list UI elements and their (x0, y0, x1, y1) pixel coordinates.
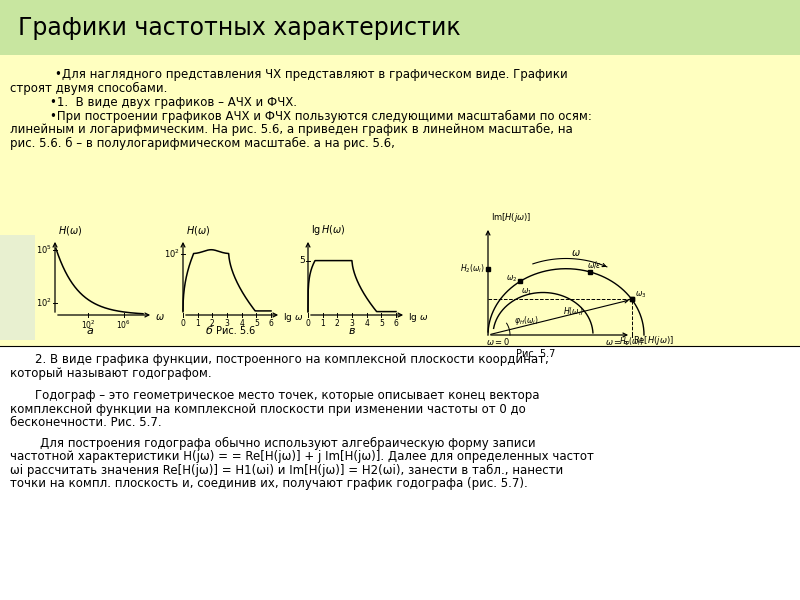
Text: $10^2$: $10^2$ (164, 248, 180, 260)
Text: 3: 3 (350, 319, 354, 328)
Text: $\lg\,\omega$: $\lg\,\omega$ (408, 311, 428, 324)
Text: •1.  В виде двух графиков – АЧХ и ФЧХ.: •1. В виде двух графиков – АЧХ и ФЧХ. (35, 97, 297, 109)
Text: рис. 5.6. б – в полулогарифмическом масштабе. а на рис. 5.6,: рис. 5.6. б – в полулогарифмическом масш… (10, 137, 395, 150)
Text: $H_2(\omega_i)$: $H_2(\omega_i)$ (460, 262, 485, 275)
Text: $\omega=0$: $\omega=0$ (486, 336, 510, 347)
Text: 5: 5 (299, 256, 305, 265)
Text: Рис. 5.6: Рис. 5.6 (216, 326, 255, 336)
Text: $\omega$: $\omega$ (155, 312, 165, 322)
Text: Для построения годографа обычно используют алгебраическую форму записи: Для построения годографа обычно использу… (10, 437, 536, 450)
Text: 0: 0 (181, 319, 186, 328)
Text: •Для наглядного представления ЧХ представляют в графическом виде. Графики: •Для наглядного представления ЧХ предста… (55, 68, 568, 81)
Text: $\omega_3$: $\omega_3$ (635, 289, 646, 300)
Text: б: б (206, 326, 213, 336)
Text: $H(\omega_i)$: $H(\omega_i)$ (563, 305, 584, 318)
Text: Годограф – это геометрическое место точек, которые описывает конец вектора: Годограф – это геометрическое место точе… (20, 389, 539, 403)
Text: 6: 6 (269, 319, 274, 328)
Text: $\lg H(\omega)$: $\lg H(\omega)$ (311, 223, 346, 237)
Text: $10^2$: $10^2$ (36, 296, 52, 309)
Text: $\omega_2$: $\omega_2$ (506, 274, 518, 284)
Text: 4: 4 (239, 319, 244, 328)
Text: $\omega/\varepsilon$: $\omega/\varepsilon$ (587, 259, 602, 270)
Text: Графики частотных характеристик: Графики частотных характеристик (18, 16, 461, 40)
Text: Re[$H(j\omega)$]: Re[$H(j\omega)$] (633, 334, 674, 347)
Text: 2. В виде графика функции, построенного на комплексной плоскости координат,: 2. В виде графика функции, построенного … (20, 353, 549, 366)
Bar (0, 235, 35, 340)
Text: $\omega_1$: $\omega_1$ (521, 286, 533, 296)
Text: 6: 6 (394, 319, 398, 328)
Text: $10^2$: $10^2$ (81, 319, 96, 331)
Text: 5: 5 (254, 319, 258, 328)
Text: 5: 5 (379, 319, 384, 328)
Text: точки на компл. плоскость и, соединив их, получают график годографа (рис. 5.7).: точки на компл. плоскость и, соединив их… (10, 477, 528, 490)
Text: 3: 3 (225, 319, 230, 328)
Text: линейным и логарифмическим. На рис. 5.6, а приведен график в линейном масштабе, : линейным и логарифмическим. На рис. 5.6,… (10, 124, 573, 136)
Text: в: в (349, 326, 355, 336)
Text: 4: 4 (364, 319, 369, 328)
Text: $H(\omega)$: $H(\omega)$ (58, 224, 82, 237)
Text: строят двумя способами.: строят двумя способами. (10, 82, 167, 95)
Text: $\omega$: $\omega$ (571, 248, 581, 259)
Text: 0: 0 (306, 319, 310, 328)
Bar (0, 0, 800, 55)
Text: ωi рассчитать значения Re[H(jω)] = H1(ωi) и Im[H(jω)] = H2(ωi), занести в табл.,: ωi рассчитать значения Re[H(jω)] = H1(ωi… (10, 464, 563, 477)
Text: бесконечности. Рис. 5.7.: бесконечности. Рис. 5.7. (10, 416, 162, 430)
Text: 2: 2 (335, 319, 340, 328)
Text: который называют годографом.: который называют годографом. (10, 367, 212, 379)
Text: $\omega=\infty$: $\omega=\infty$ (606, 338, 630, 347)
Text: $\varphi_H(\omega_i)$: $\varphi_H(\omega_i)$ (514, 314, 538, 327)
Text: $10^6$: $10^6$ (116, 319, 131, 331)
Text: $\lg\,\omega$: $\lg\,\omega$ (283, 311, 303, 324)
Text: комплексной функции на комплексной плоскости при изменении частоты от 0 до: комплексной функции на комплексной плоск… (10, 403, 526, 416)
Bar (0, 346, 800, 600)
Text: $H(\omega)$: $H(\omega)$ (186, 224, 210, 237)
Text: 2: 2 (210, 319, 214, 328)
Text: 1: 1 (320, 319, 325, 328)
Text: $H_1(\omega_i)$: $H_1(\omega_i)$ (619, 336, 644, 349)
Text: частотной характеристики H(jω) = = Re[H(jω)] + j Im[H(jω)]. Далее для определенн: частотной характеристики H(jω) = = Re[H(… (10, 450, 594, 463)
Text: $10^5$: $10^5$ (36, 244, 52, 256)
Text: 1: 1 (195, 319, 200, 328)
Text: Рис. 5.7: Рис. 5.7 (515, 349, 555, 359)
Text: а: а (86, 326, 94, 336)
Text: •При построении графиков АЧХ и ФЧХ пользуются следующими масштабами по осям:: •При построении графиков АЧХ и ФЧХ польз… (35, 110, 592, 123)
Text: Im[$H(j\omega)$]: Im[$H(j\omega)$] (491, 211, 531, 224)
